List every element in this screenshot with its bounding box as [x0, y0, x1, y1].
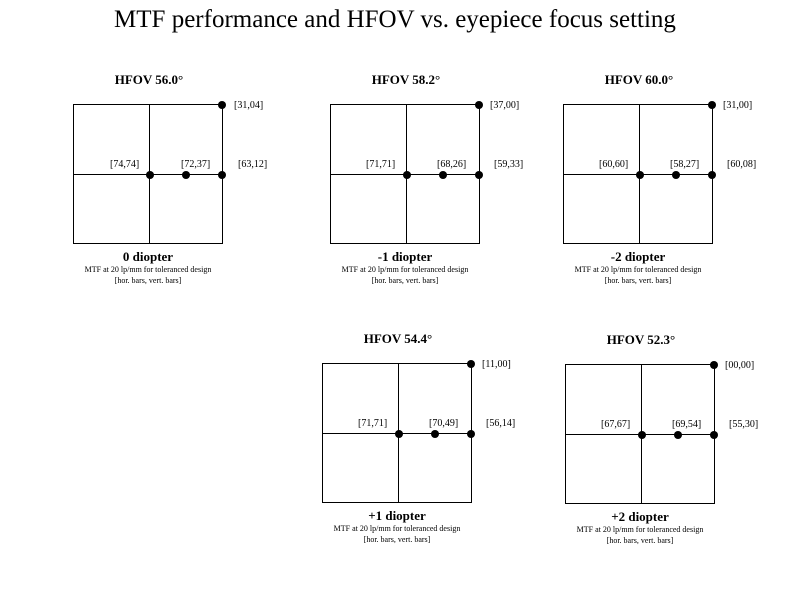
corner-point [708, 101, 716, 109]
mtf-value-corner: [31,00] [723, 100, 753, 111]
mtf-value-mid: [70,49] [429, 418, 459, 429]
mtf-value-center: [71,71] [358, 418, 388, 429]
mtf-value-corner: [31,04] [234, 100, 264, 111]
mtf-value-center: [71,71] [366, 159, 396, 170]
mtf-value-center: [60,60] [599, 159, 629, 170]
edge-point [710, 431, 718, 439]
caption: MTF at 20 lp/mm for toleranced design [h… [63, 264, 233, 286]
mtf-value-edge: [59,33] [494, 159, 524, 170]
center-point [146, 171, 154, 179]
mtf-value-edge: [63,12] [238, 159, 268, 170]
corner-point [218, 101, 226, 109]
caption-line: [hor. bars, vert. bars] [114, 276, 182, 285]
mtf-value-edge: [55,30] [729, 419, 759, 430]
mtf-value-center: [74,74] [110, 159, 140, 170]
page-title: MTF performance and HFOV vs. eyepiece fo… [114, 6, 676, 33]
mtf-value-mid: [72,37] [181, 159, 211, 170]
corner-point [710, 361, 718, 369]
caption: MTF at 20 lp/mm for toleranced design [h… [553, 264, 723, 286]
diopter-label: +1 diopter [368, 508, 426, 523]
caption-line: [hor. bars, vert. bars] [604, 276, 672, 285]
caption: MTF at 20 lp/mm for toleranced design [h… [555, 524, 725, 546]
caption: MTF at 20 lp/mm for toleranced design [h… [312, 523, 482, 545]
hfov-label: HFOV 56.0° [114, 72, 184, 87]
field-grid [330, 101, 483, 244]
mid-field-point [672, 171, 680, 179]
edge-point [475, 171, 483, 179]
hfov-label: HFOV 60.0° [604, 72, 674, 87]
panel-plus-1-diopter: HFOV 54.4° [11,00] [71,71] [70,49] [56,1… [322, 331, 582, 571]
caption-line: MTF at 20 lp/mm for toleranced design [341, 265, 469, 274]
mtf-value-edge: [56,14] [486, 418, 516, 429]
edge-point [467, 430, 475, 438]
mid-field-point [182, 171, 190, 179]
diopter-label: +2 diopter [611, 509, 669, 524]
caption-line: MTF at 20 lp/mm for toleranced design [574, 265, 702, 274]
hfov-label: HFOV 52.3° [606, 332, 676, 347]
hfov-label: HFOV 54.4° [363, 331, 433, 346]
caption-line: [hor. bars, vert. bars] [363, 535, 431, 544]
caption-line: MTF at 20 lp/mm for toleranced design [333, 524, 461, 533]
diopter-label: -2 diopter [610, 249, 666, 264]
caption-line: MTF at 20 lp/mm for toleranced design [576, 525, 704, 534]
diopter-label: -1 diopter [377, 249, 433, 264]
corner-point [467, 360, 475, 368]
panel-minus-2-diopter: HFOV 60.0° [31,00] [60,60] [58,27] [60,0… [563, 72, 800, 312]
caption-line: [hor. bars, vert. bars] [371, 276, 439, 285]
field-grid [563, 101, 716, 244]
edge-point [708, 171, 716, 179]
mtf-value-mid: [58,27] [670, 159, 700, 170]
mid-field-point [431, 430, 439, 438]
panel-0-diopter: HFOV 56.0° [31,04] [74,74] [72,37] [63,1… [73, 72, 333, 312]
panel-plus-2-diopter: HFOV 52.3° [00,00] [67,67] [69,54] [55,3… [565, 332, 800, 572]
center-point [636, 171, 644, 179]
mtf-value-corner: [11,00] [482, 359, 511, 370]
mtf-value-corner: [00,00] [725, 360, 755, 371]
field-grid [322, 360, 475, 503]
field-grid [565, 361, 718, 504]
mtf-value-center: [67,67] [601, 419, 631, 430]
hfov-label: HFOV 58.2° [371, 72, 441, 87]
mtf-value-mid: [69,54] [672, 419, 702, 430]
panel-minus-1-diopter: HFOV 58.2° [37,00] [71,71] [68,26] [59,3… [330, 72, 590, 312]
caption-line: [hor. bars, vert. bars] [606, 536, 674, 545]
field-grid [73, 101, 226, 244]
mid-field-point [439, 171, 447, 179]
edge-point [218, 171, 226, 179]
mtf-value-mid: [68,26] [437, 159, 467, 170]
diopter-label: 0 diopter [122, 249, 174, 264]
mtf-value-edge: [60,08] [727, 159, 757, 170]
caption: MTF at 20 lp/mm for toleranced design [h… [320, 264, 490, 286]
mid-field-point [674, 431, 682, 439]
center-point [638, 431, 646, 439]
center-point [395, 430, 403, 438]
mtf-value-corner: [37,00] [490, 100, 520, 111]
corner-point [475, 101, 483, 109]
caption-line: MTF at 20 lp/mm for toleranced design [84, 265, 212, 274]
center-point [403, 171, 411, 179]
